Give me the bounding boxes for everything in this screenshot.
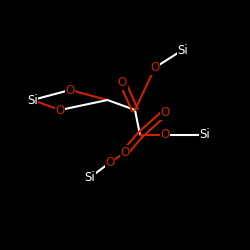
Text: Si: Si — [84, 171, 96, 184]
Text: Si: Si — [27, 94, 38, 106]
Text: O: O — [106, 156, 114, 169]
Text: O: O — [160, 128, 170, 141]
Text: Si: Si — [200, 128, 210, 141]
Text: Si: Si — [177, 44, 188, 57]
Text: O: O — [160, 106, 170, 119]
Text: O: O — [118, 76, 127, 89]
Text: O: O — [66, 84, 74, 96]
Text: O: O — [56, 104, 64, 117]
Text: O: O — [150, 61, 160, 74]
Text: O: O — [120, 146, 130, 159]
